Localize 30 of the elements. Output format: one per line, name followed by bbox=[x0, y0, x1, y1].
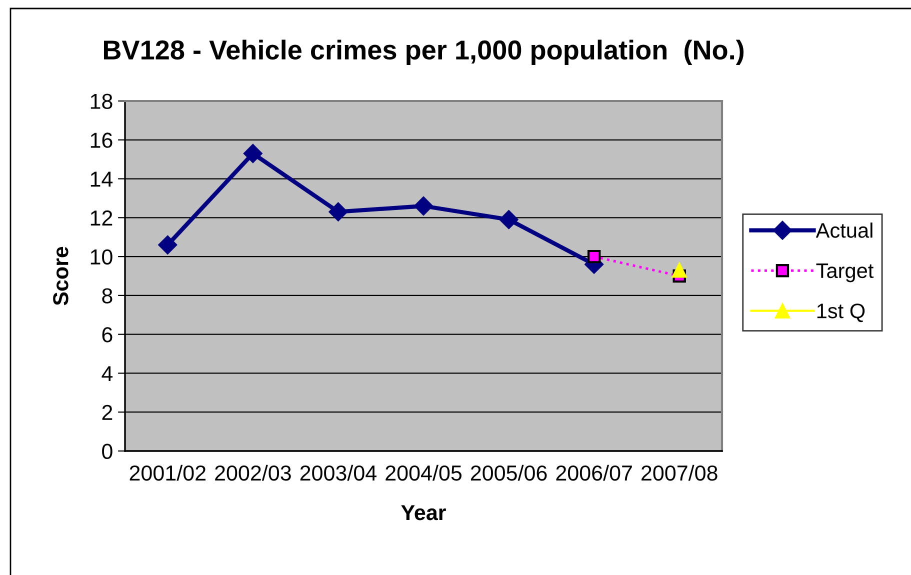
y-tick-label: 12 bbox=[90, 210, 112, 226]
x-tick-label: 2001/02 bbox=[130, 464, 206, 481]
y-tick-label: 18 bbox=[90, 94, 112, 110]
y-tick-label: 2 bbox=[102, 404, 112, 420]
x-tick-label: 2006/07 bbox=[556, 464, 632, 481]
point bbox=[587, 250, 601, 264]
y-tick-label: 16 bbox=[90, 132, 112, 148]
x-tick-label: 2005/06 bbox=[470, 464, 547, 481]
y-tick-label: 8 bbox=[102, 288, 112, 304]
y-tick-label: 10 bbox=[90, 249, 112, 265]
point bbox=[328, 202, 348, 222]
y-tick-label: 6 bbox=[102, 327, 112, 342]
x-tick-label: 2004/05 bbox=[386, 464, 462, 481]
chart-title: BV128 - Vehicle crimes per 1,000 population (No.) bbox=[104, 40, 744, 65]
x-tick-label: 2002/03 bbox=[215, 464, 291, 481]
y-axis-title: Score bbox=[53, 246, 68, 306]
y-tick-label: 0 bbox=[102, 444, 112, 460]
point bbox=[414, 196, 434, 216]
x-tick-label: 2003/04 bbox=[300, 464, 376, 481]
legend-label: Target bbox=[816, 264, 874, 282]
legend-label: Actual bbox=[816, 222, 872, 238]
point bbox=[243, 144, 262, 164]
point bbox=[672, 262, 687, 278]
y-tick-label: 4 bbox=[102, 366, 113, 382]
point bbox=[499, 210, 518, 230]
point bbox=[158, 235, 178, 254]
y-tick-label: 14 bbox=[90, 172, 113, 187]
x-axis-title: Year bbox=[401, 505, 446, 520]
legend-label: 1st Q bbox=[817, 304, 865, 322]
x-tick-label: 2007/08 bbox=[642, 464, 718, 481]
